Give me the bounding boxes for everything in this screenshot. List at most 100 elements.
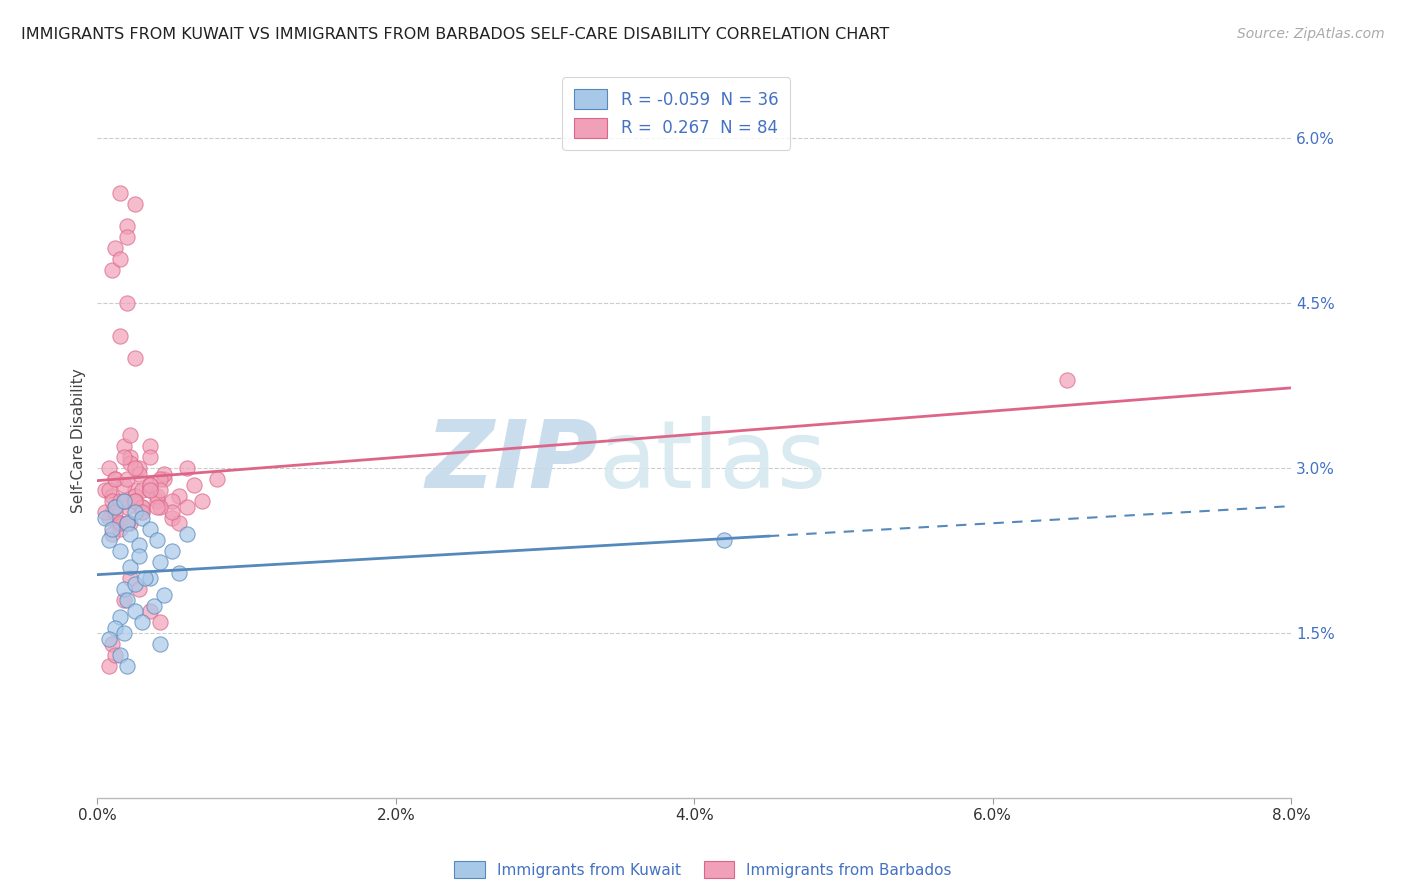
Point bbox=[124, 197, 146, 211]
Point bbox=[160, 494, 183, 508]
Point bbox=[115, 516, 138, 531]
Point bbox=[94, 483, 117, 498]
Point bbox=[98, 510, 121, 524]
Point bbox=[138, 522, 160, 536]
Point bbox=[101, 505, 124, 519]
Point bbox=[138, 483, 160, 498]
Text: ZIP: ZIP bbox=[426, 417, 599, 508]
Point bbox=[146, 533, 169, 547]
Point bbox=[169, 489, 191, 503]
Point bbox=[115, 659, 138, 673]
Point bbox=[104, 500, 127, 514]
Point bbox=[108, 516, 131, 531]
Point bbox=[146, 494, 169, 508]
Point bbox=[108, 252, 131, 267]
Point bbox=[124, 505, 146, 519]
Point bbox=[183, 477, 205, 491]
Point bbox=[1056, 373, 1078, 387]
Point bbox=[153, 472, 176, 486]
Point bbox=[115, 230, 138, 244]
Point bbox=[104, 621, 127, 635]
Point bbox=[146, 489, 169, 503]
Point bbox=[108, 648, 131, 662]
Point bbox=[134, 571, 156, 585]
Point bbox=[138, 439, 160, 453]
Point bbox=[104, 500, 127, 514]
Point bbox=[160, 543, 183, 558]
Point bbox=[112, 593, 135, 607]
Point bbox=[138, 477, 160, 491]
Point bbox=[128, 461, 150, 475]
Point bbox=[112, 494, 135, 508]
Point bbox=[120, 456, 142, 470]
Legend: Immigrants from Kuwait, Immigrants from Barbados: Immigrants from Kuwait, Immigrants from … bbox=[449, 855, 957, 884]
Point bbox=[191, 494, 214, 508]
Point bbox=[108, 516, 131, 531]
Point bbox=[112, 582, 135, 596]
Point bbox=[124, 604, 146, 618]
Point bbox=[205, 472, 228, 486]
Point bbox=[115, 472, 138, 486]
Point bbox=[124, 461, 146, 475]
Point bbox=[128, 549, 150, 564]
Point bbox=[108, 543, 131, 558]
Point bbox=[160, 505, 183, 519]
Point bbox=[138, 571, 160, 585]
Point bbox=[112, 494, 135, 508]
Point bbox=[131, 505, 153, 519]
Point bbox=[112, 626, 135, 640]
Point bbox=[138, 477, 160, 491]
Point bbox=[101, 494, 124, 508]
Point bbox=[176, 527, 198, 541]
Point bbox=[104, 241, 127, 255]
Point bbox=[124, 351, 146, 366]
Point bbox=[120, 527, 142, 541]
Point bbox=[101, 527, 124, 541]
Point bbox=[128, 582, 150, 596]
Point bbox=[143, 599, 166, 613]
Legend: R = -0.059  N = 36, R =  0.267  N = 84: R = -0.059 N = 36, R = 0.267 N = 84 bbox=[562, 78, 790, 150]
Point bbox=[138, 604, 160, 618]
Point bbox=[120, 516, 142, 531]
Point bbox=[108, 329, 131, 343]
Point bbox=[138, 483, 160, 498]
Point bbox=[176, 461, 198, 475]
Point bbox=[149, 555, 172, 569]
Point bbox=[169, 516, 191, 531]
Point bbox=[98, 533, 121, 547]
Point bbox=[120, 428, 142, 442]
Point bbox=[104, 505, 127, 519]
Point bbox=[101, 489, 124, 503]
Point bbox=[108, 494, 131, 508]
Point bbox=[131, 505, 153, 519]
Text: atlas: atlas bbox=[599, 417, 827, 508]
Point bbox=[98, 632, 121, 646]
Point bbox=[112, 439, 135, 453]
Point bbox=[115, 500, 138, 514]
Y-axis label: Self-Care Disability: Self-Care Disability bbox=[72, 368, 86, 513]
Point bbox=[131, 483, 153, 498]
Point bbox=[115, 296, 138, 310]
Point bbox=[149, 500, 172, 514]
Point bbox=[101, 263, 124, 277]
Point bbox=[124, 494, 146, 508]
Point bbox=[149, 637, 172, 651]
Point bbox=[124, 576, 146, 591]
Point bbox=[713, 533, 735, 547]
Point bbox=[176, 500, 198, 514]
Point bbox=[138, 450, 160, 465]
Point bbox=[146, 500, 169, 514]
Point bbox=[108, 609, 131, 624]
Point bbox=[120, 571, 142, 585]
Point bbox=[124, 494, 146, 508]
Point bbox=[101, 522, 124, 536]
Point bbox=[169, 566, 191, 580]
Point bbox=[131, 500, 153, 514]
Point bbox=[149, 472, 172, 486]
Point bbox=[131, 500, 153, 514]
Point bbox=[98, 483, 121, 498]
Point bbox=[124, 483, 146, 498]
Point bbox=[120, 560, 142, 574]
Point bbox=[153, 588, 176, 602]
Point bbox=[108, 186, 131, 201]
